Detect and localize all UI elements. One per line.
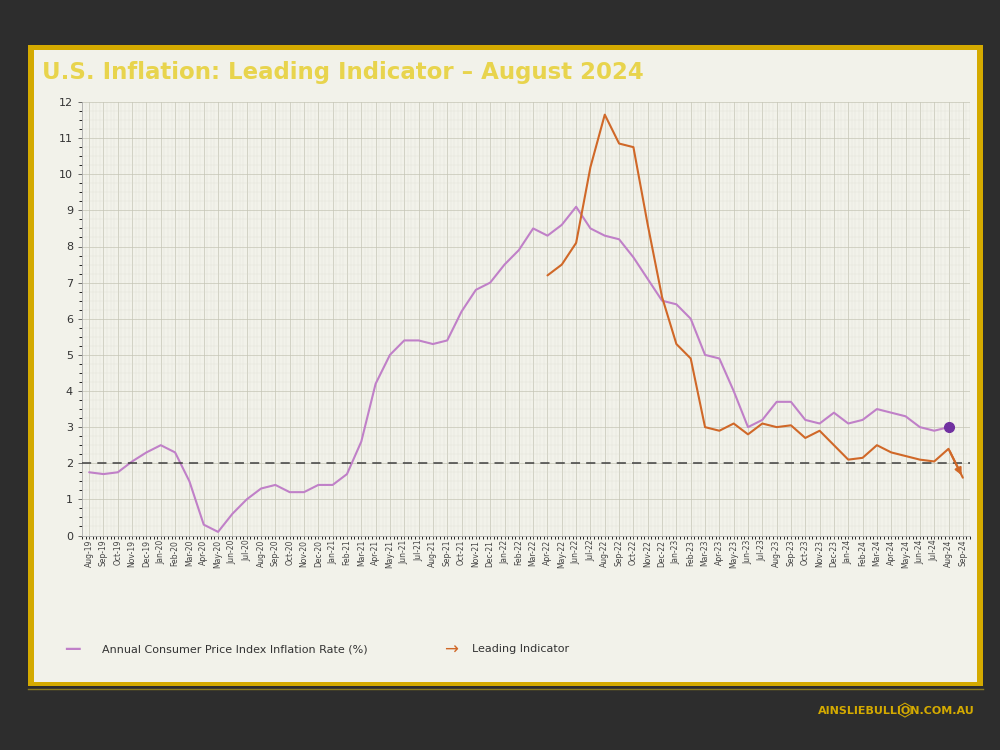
Text: AINSLIEBULLION.COM.AU: AINSLIEBULLION.COM.AU [818,706,975,716]
Text: Annual Consumer Price Index Inflation Rate (%): Annual Consumer Price Index Inflation Ra… [102,644,368,655]
Text: —: — [64,640,81,658]
Text: Leading Indicator: Leading Indicator [472,644,569,655]
Text: →: → [444,640,458,658]
Text: U.S. Inflation: Leading Indicator – August 2024: U.S. Inflation: Leading Indicator – Augu… [42,62,644,85]
Text: ⬡: ⬡ [897,702,913,720]
